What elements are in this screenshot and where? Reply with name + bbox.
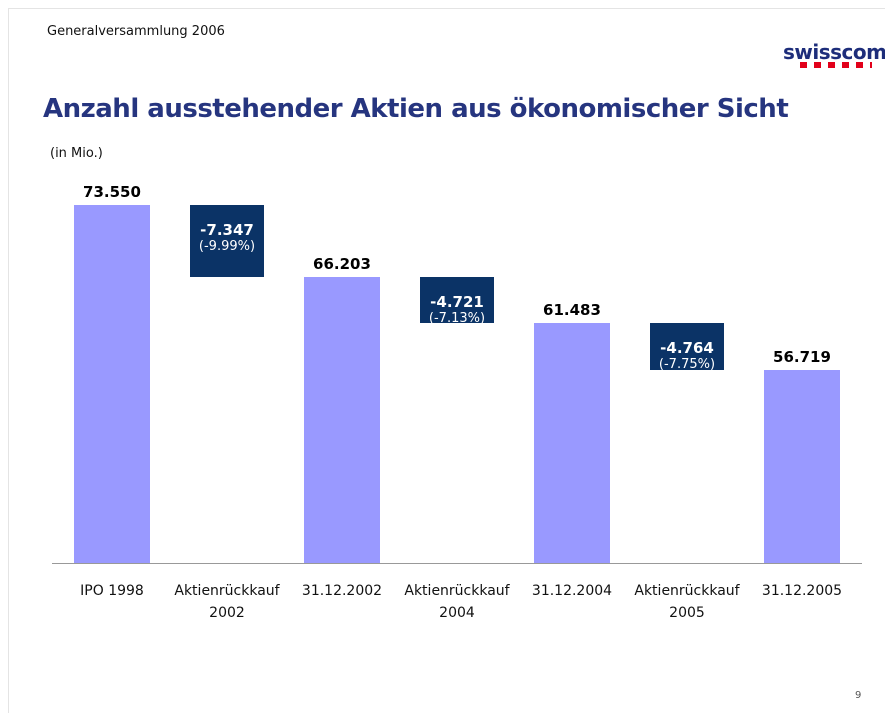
- x-tick-label: Aktienrückkauf 2005: [634, 583, 740, 621]
- x-tick-label: Aktienrückkauf 2004: [404, 583, 510, 621]
- baseline: [52, 563, 862, 564]
- event-label: Generalversammlung 2006: [47, 24, 225, 39]
- value-label: 61.483: [543, 301, 601, 320]
- percent-label: (-7.75%): [658, 357, 716, 373]
- x-tick-label: 31.12.2004: [531, 583, 613, 599]
- bar: [534, 323, 610, 563]
- percent-label: (-9.99%): [198, 238, 256, 254]
- change-box: -4.721 (-7.13%): [420, 276, 494, 326]
- chart-title: Anzahl ausstehender Aktien aus ökonomisc…: [43, 94, 789, 124]
- page-number: 9: [855, 690, 862, 701]
- bar: [74, 204, 150, 563]
- unit-label: (in Mio.): [50, 146, 103, 161]
- value-label: 56.719: [773, 347, 831, 366]
- logo-bars: [800, 62, 872, 68]
- left-border: [8, 8, 9, 713]
- x-tick-label: Aktienrückkauf 2002: [174, 583, 280, 621]
- value-label: -4.764: [660, 339, 714, 358]
- x-tick-label: 31.12.2002: [301, 583, 383, 599]
- x-tick-label: 31.12.2005: [761, 583, 843, 599]
- bar: [304, 276, 380, 563]
- value-label: 66.203: [313, 254, 371, 273]
- bar: [764, 369, 840, 563]
- value-label: -4.721: [430, 292, 484, 311]
- x-tick-label: IPO 1998: [80, 583, 144, 599]
- percent-label: (-7.13%): [428, 310, 486, 326]
- change-box: -4.764 (-7.75%): [650, 323, 724, 373]
- change-box: -7.347 (-9.99%): [190, 204, 264, 277]
- value-label: -7.347: [200, 220, 254, 239]
- value-label: 73.550: [83, 182, 141, 201]
- top-border: [8, 8, 885, 9]
- logo: swisscom: [783, 40, 885, 64]
